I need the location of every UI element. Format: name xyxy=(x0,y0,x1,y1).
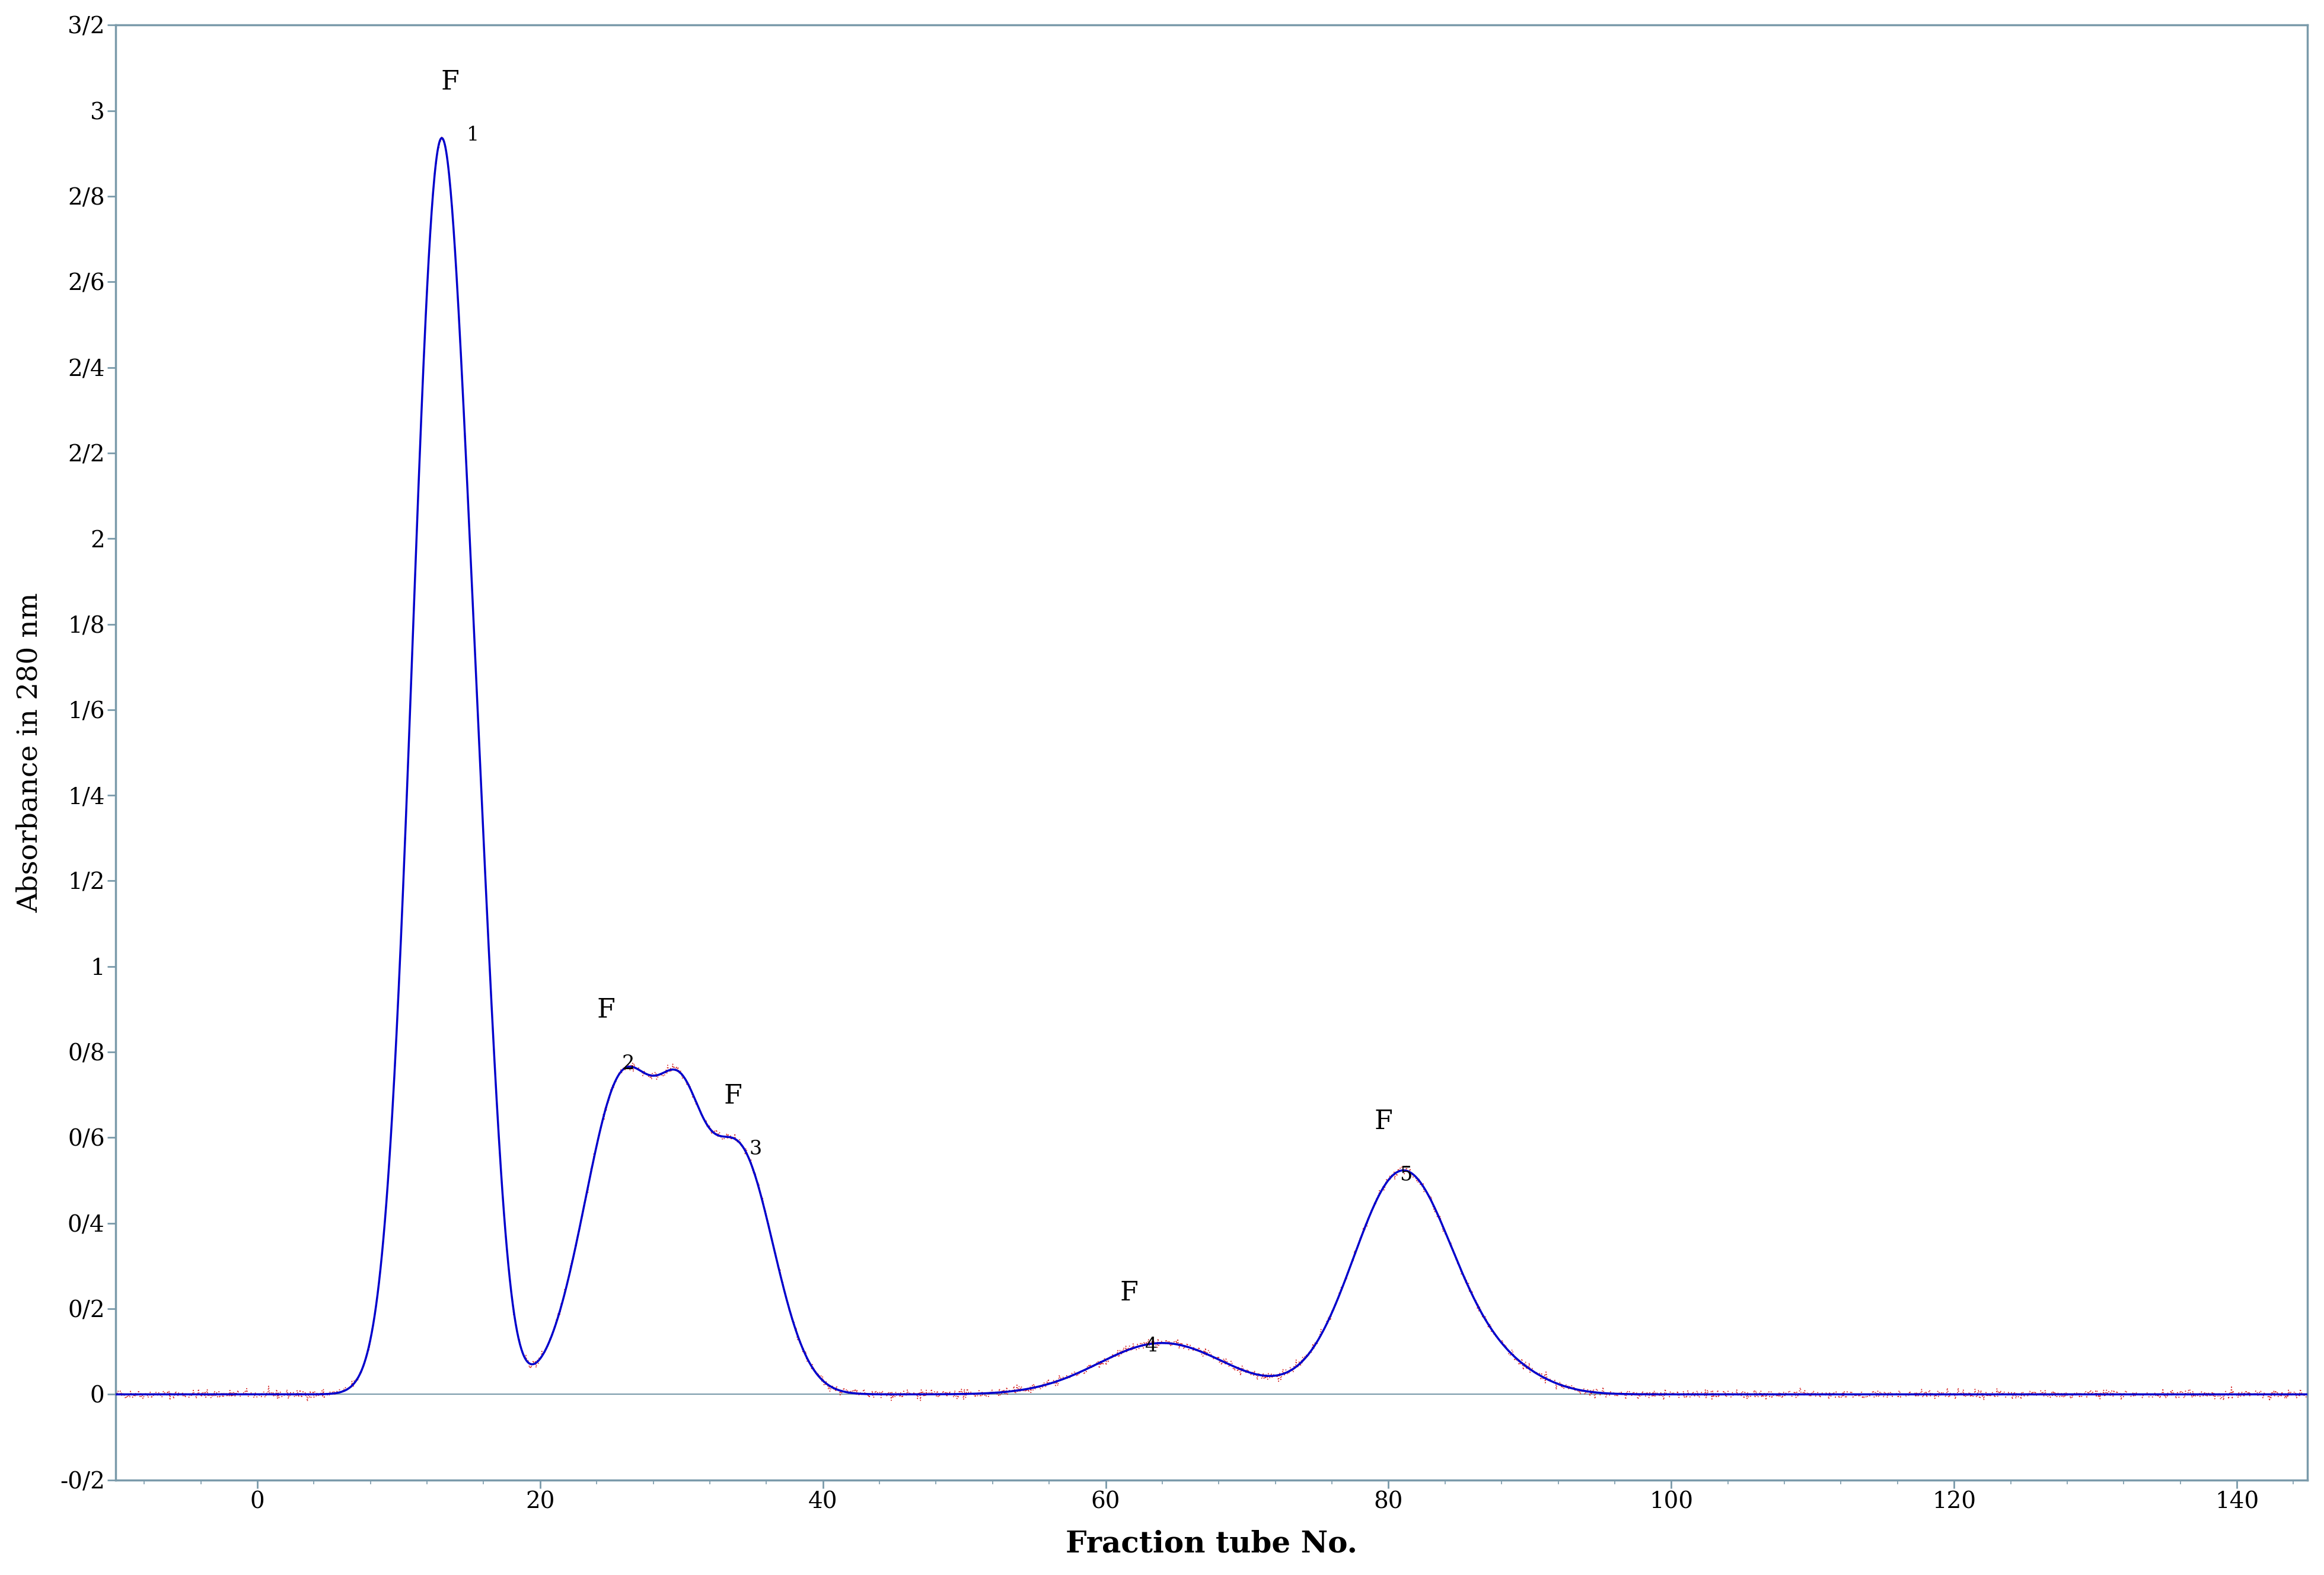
Text: 2: 2 xyxy=(623,1054,634,1073)
Text: F: F xyxy=(723,1084,741,1109)
Text: 3: 3 xyxy=(748,1140,762,1159)
Text: 4: 4 xyxy=(1146,1337,1157,1356)
Text: F: F xyxy=(1373,1109,1392,1134)
Text: 5: 5 xyxy=(1399,1166,1413,1184)
Text: F: F xyxy=(1120,1280,1139,1306)
Text: 1: 1 xyxy=(467,126,479,145)
Text: F: F xyxy=(442,69,460,94)
Y-axis label: Absorbance in 280 nm: Absorbance in 280 nm xyxy=(16,592,44,912)
X-axis label: Fraction tube No.: Fraction tube No. xyxy=(1067,1529,1357,1559)
Text: F: F xyxy=(597,997,616,1024)
